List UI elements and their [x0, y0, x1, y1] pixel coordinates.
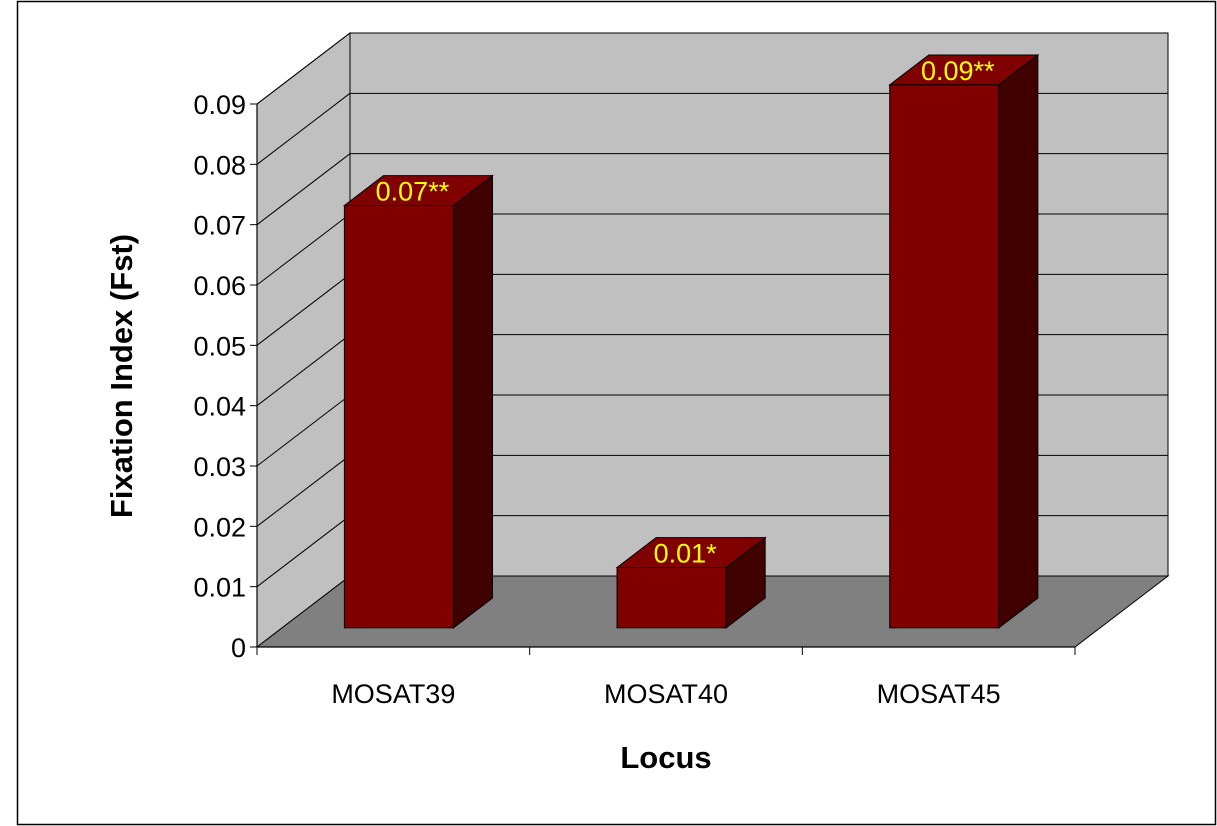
bar-MOSAT45	[888, 53, 1040, 629]
gridline-side	[256, 213, 351, 286]
bar-front	[889, 84, 1000, 629]
y-tick-label: 0.03	[193, 452, 246, 482]
gridline-side	[256, 394, 351, 467]
data-label: 0.07**	[376, 177, 450, 207]
y-ticks: 0 0.01 0.02 0.03 0.04 0.05 0.06 0.07 0.08 0.09	[193, 90, 257, 663]
gridline-side	[256, 334, 351, 407]
x-tick-label: MOSAT40	[604, 679, 728, 709]
x-ticks: MOSAT39 MOSAT40 MOSAT45	[256, 647, 1076, 709]
y-tick-label: 0.01	[193, 573, 246, 603]
gridline-side	[256, 32, 351, 105]
y-axis-title: Fixation Index (Fst)	[104, 234, 139, 518]
y-tick-label: 0.09	[193, 90, 246, 120]
y-tick-label: 0.06	[193, 271, 246, 301]
bar-front	[343, 204, 454, 629]
y-tick-label: 0.02	[193, 512, 246, 542]
side-wall	[256, 31, 351, 649]
bar-MOSAT39	[342, 174, 494, 629]
bar-side	[998, 53, 1039, 629]
y-tick-label: 0.05	[193, 331, 246, 361]
gridline-side	[256, 515, 351, 588]
bar-MOSAT40	[615, 536, 767, 629]
y-tick-label: 0.07	[193, 211, 246, 241]
gridline-side	[256, 92, 351, 165]
x-tick-label: MOSAT39	[331, 679, 455, 709]
bar-side	[452, 174, 494, 629]
y-tick-label: 0.04	[193, 392, 246, 422]
bars	[342, 53, 1040, 629]
x-tick-label: MOSAT45	[877, 679, 1001, 709]
x-axis-title: Locus	[620, 740, 711, 775]
y-tick-label: 0.08	[193, 150, 246, 180]
data-label: 0.01*	[654, 539, 718, 569]
gridline-side	[256, 454, 351, 527]
gridline-side	[256, 273, 351, 346]
gridline-side	[256, 153, 351, 226]
y-tick-label: 0	[231, 633, 246, 663]
data-label: 0.09**	[921, 56, 995, 86]
bar-front	[616, 566, 727, 629]
data-labels: 0.07** 0.01* 0.09**	[376, 56, 995, 569]
